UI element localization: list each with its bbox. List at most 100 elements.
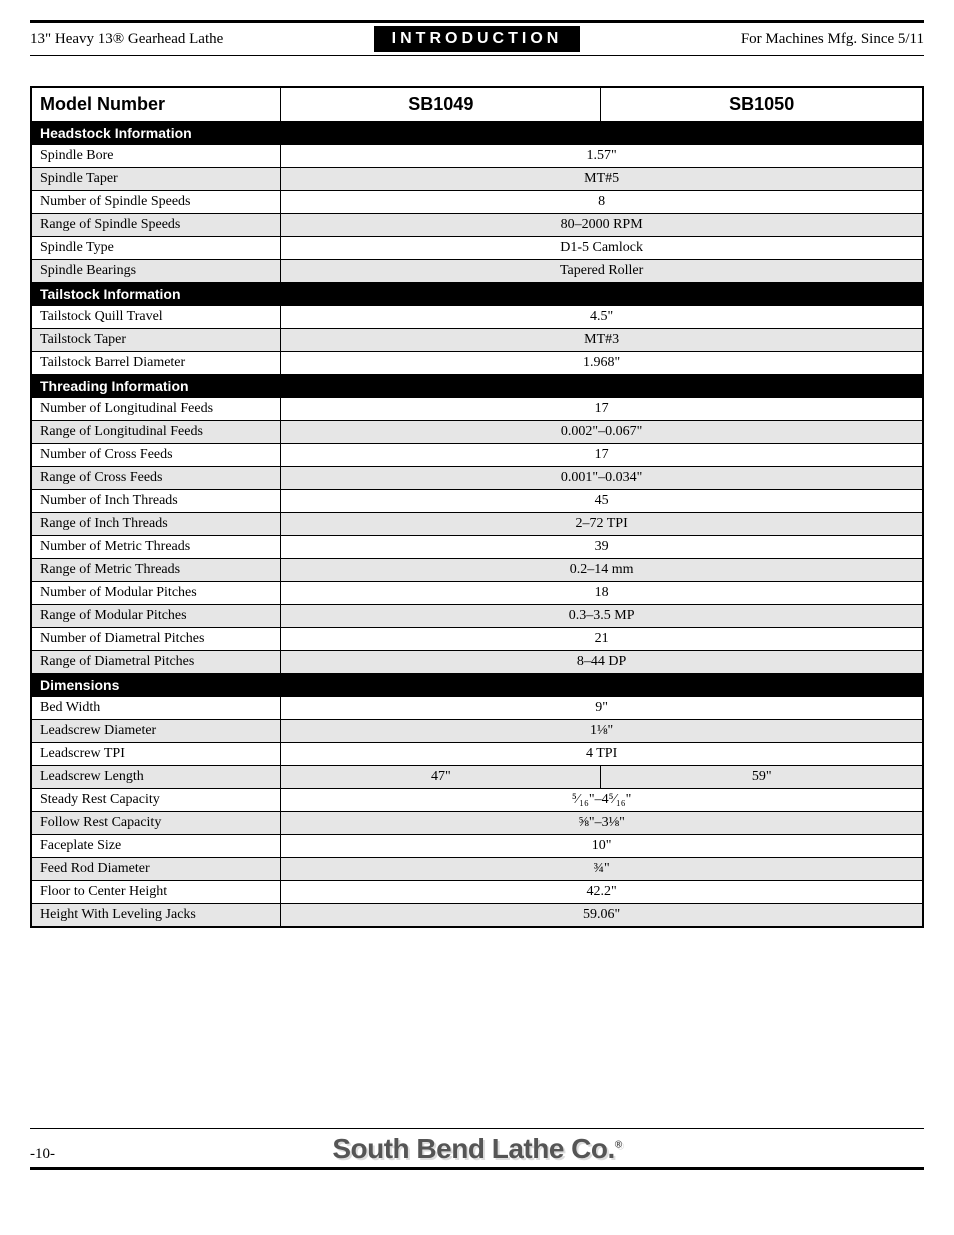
section-title: Dimensions: [31, 674, 923, 697]
row-label: Spindle Taper: [31, 168, 281, 191]
row-label: Number of Modular Pitches: [31, 582, 281, 605]
table-row: Feed Rod Diameter¾": [31, 858, 923, 881]
table-row: Leadscrew Length47"59": [31, 766, 923, 789]
row-label: Bed Width: [31, 697, 281, 720]
table-row: Steady Rest Capacity⁵⁄₁₆"–4⁵⁄₁₆": [31, 789, 923, 812]
row-value: 4 TPI: [281, 743, 923, 766]
table-row: Range of Longitudinal Feeds0.002"–0.067": [31, 421, 923, 444]
row-label: Tailstock Taper: [31, 329, 281, 352]
table-row: Spindle BearingsTapered Roller: [31, 260, 923, 283]
header-title: INTRODUCTION: [374, 26, 581, 52]
row-label: Leadscrew TPI: [31, 743, 281, 766]
row-label: Number of Diametral Pitches: [31, 628, 281, 651]
table-header-row: Model NumberSB1049SB1050: [31, 87, 923, 122]
row-value: 0.002"–0.067": [281, 421, 923, 444]
section-title: Threading Information: [31, 375, 923, 398]
row-value: ⅝"–3⅛": [281, 812, 923, 835]
table-row: Bed Width9": [31, 697, 923, 720]
table-row: Height With Leveling Jacks59.06": [31, 904, 923, 928]
row-label: Range of Spindle Speeds: [31, 214, 281, 237]
table-row: Spindle TypeD1-5 Camlock: [31, 237, 923, 260]
row-value: MT#3: [281, 329, 923, 352]
row-label: Follow Rest Capacity: [31, 812, 281, 835]
company-name: South Bend Lathe Co.®: [90, 1133, 864, 1165]
row-value: 8: [281, 191, 923, 214]
row-label: Number of Metric Threads: [31, 536, 281, 559]
table-row: Number of Spindle Speeds8: [31, 191, 923, 214]
table-row: Leadscrew Diameter1⅛": [31, 720, 923, 743]
row-label: Feed Rod Diameter: [31, 858, 281, 881]
section-header: Threading Information: [31, 375, 923, 398]
row-value: 4.5": [281, 306, 923, 329]
row-value: 45: [281, 490, 923, 513]
col-label: Model Number: [31, 87, 281, 122]
row-value-b: 59": [601, 766, 923, 789]
row-value: 10": [281, 835, 923, 858]
row-label: Range of Metric Threads: [31, 559, 281, 582]
page-footer: -10- South Bend Lathe Co.®: [30, 1128, 924, 1170]
table-row: Range of Diametral Pitches8–44 DP: [31, 651, 923, 674]
table-row: Number of Diametral Pitches21: [31, 628, 923, 651]
table-row: Range of Cross Feeds0.001"–0.034": [31, 467, 923, 490]
row-value: Tapered Roller: [281, 260, 923, 283]
table-row: Spindle Bore1.57": [31, 145, 923, 168]
row-label: Spindle Bore: [31, 145, 281, 168]
row-value: 39: [281, 536, 923, 559]
table-row: Floor to Center Height42.2": [31, 881, 923, 904]
row-value: 9": [281, 697, 923, 720]
table-row: Number of Metric Threads39: [31, 536, 923, 559]
row-label: Number of Longitudinal Feeds: [31, 398, 281, 421]
row-value: 18: [281, 582, 923, 605]
row-label: Faceplate Size: [31, 835, 281, 858]
table-row: Follow Rest Capacity⅝"–3⅛": [31, 812, 923, 835]
col-model-a: SB1049: [281, 87, 601, 122]
row-value: 59.06": [281, 904, 923, 928]
row-value: 0.3–3.5 MP: [281, 605, 923, 628]
col-model-b: SB1050: [601, 87, 923, 122]
row-label: Height With Leveling Jacks: [31, 904, 281, 928]
row-value: 1.57": [281, 145, 923, 168]
row-label: Range of Longitudinal Feeds: [31, 421, 281, 444]
row-label: Tailstock Quill Travel: [31, 306, 281, 329]
page-header: 13" Heavy 13® Gearhead Lathe INTRODUCTIO…: [30, 20, 924, 56]
row-value: 17: [281, 444, 923, 467]
table-row: Number of Modular Pitches18: [31, 582, 923, 605]
row-label: Range of Inch Threads: [31, 513, 281, 536]
row-value: 8–44 DP: [281, 651, 923, 674]
row-label: Tailstock Barrel Diameter: [31, 352, 281, 375]
row-label: Range of Cross Feeds: [31, 467, 281, 490]
row-label: Number of Cross Feeds: [31, 444, 281, 467]
row-label: Number of Spindle Speeds: [31, 191, 281, 214]
row-label: Spindle Type: [31, 237, 281, 260]
row-value: 0.2–14 mm: [281, 559, 923, 582]
spec-table: Model NumberSB1049SB1050Headstock Inform…: [30, 86, 924, 928]
row-label: Leadscrew Length: [31, 766, 281, 789]
row-label: Range of Modular Pitches: [31, 605, 281, 628]
row-value: 42.2": [281, 881, 923, 904]
table-row: Number of Cross Feeds17: [31, 444, 923, 467]
section-title: Headstock Information: [31, 122, 923, 145]
row-value: 2–72 TPI: [281, 513, 923, 536]
page-number: -10-: [30, 1146, 90, 1163]
table-row: Tailstock Barrel Diameter1.968": [31, 352, 923, 375]
row-label: Number of Inch Threads: [31, 490, 281, 513]
row-value: ¾": [281, 858, 923, 881]
row-value: 1⅛": [281, 720, 923, 743]
table-row: Tailstock TaperMT#3: [31, 329, 923, 352]
row-label: Steady Rest Capacity: [31, 789, 281, 812]
table-row: Number of Inch Threads45: [31, 490, 923, 513]
table-row: Range of Spindle Speeds80–2000 RPM: [31, 214, 923, 237]
section-header: Headstock Information: [31, 122, 923, 145]
table-row: Number of Longitudinal Feeds17: [31, 398, 923, 421]
row-value: 1.968": [281, 352, 923, 375]
header-right: For Machines Mfg. Since 5/11: [580, 31, 924, 48]
section-title: Tailstock Information: [31, 283, 923, 306]
row-label: Range of Diametral Pitches: [31, 651, 281, 674]
row-value: MT#5: [281, 168, 923, 191]
table-row: Range of Inch Threads2–72 TPI: [31, 513, 923, 536]
table-row: Tailstock Quill Travel4.5": [31, 306, 923, 329]
row-label: Spindle Bearings: [31, 260, 281, 283]
table-row: Faceplate Size10": [31, 835, 923, 858]
row-value: 17: [281, 398, 923, 421]
table-row: Spindle TaperMT#5: [31, 168, 923, 191]
